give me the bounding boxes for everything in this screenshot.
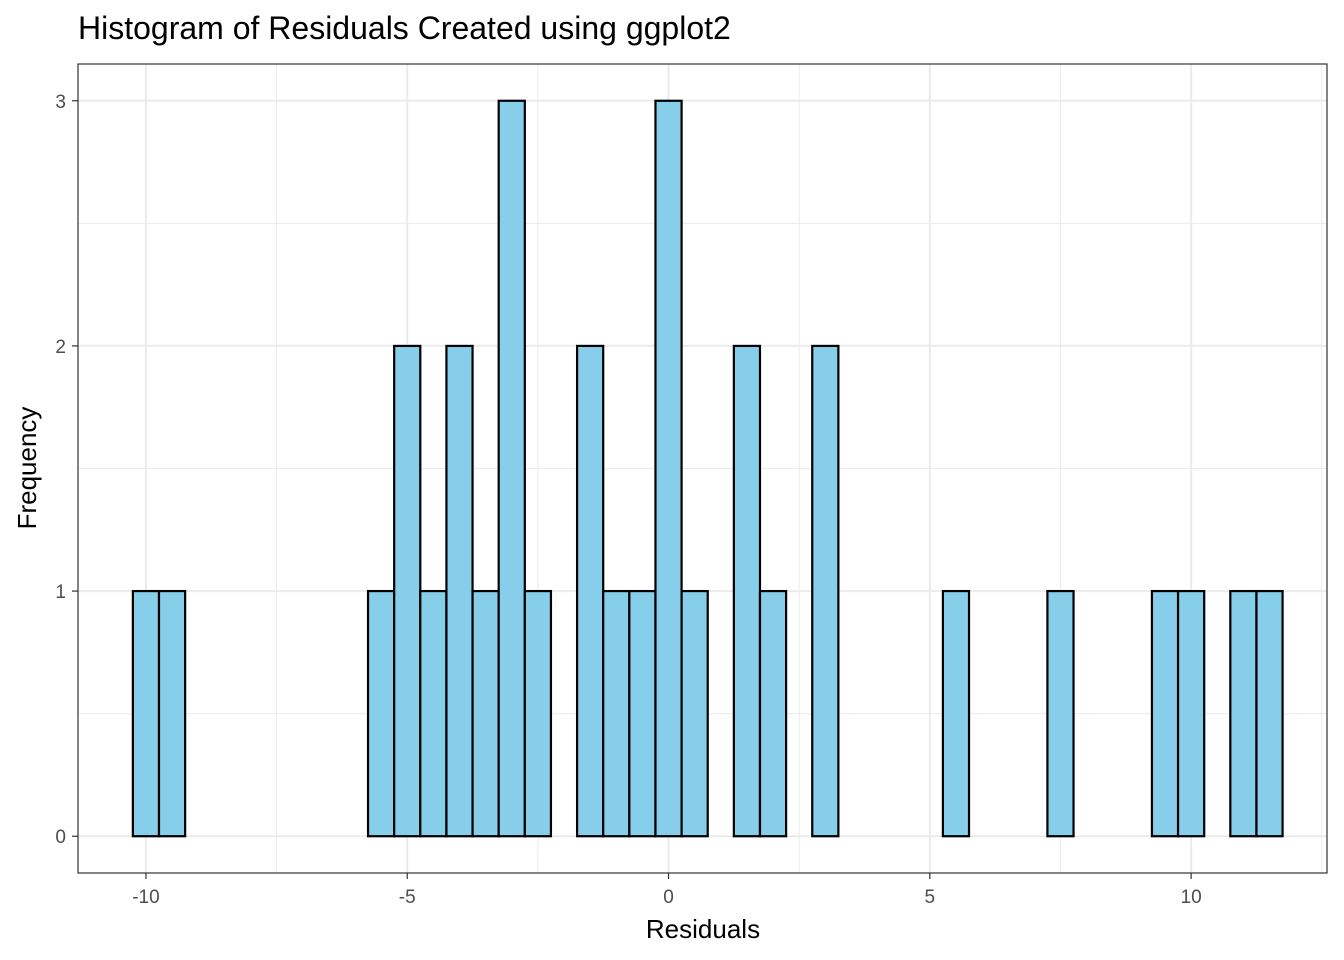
- histogram-bar: [941, 589, 971, 838]
- x-tick-label: 5: [925, 887, 936, 908]
- histogram-bar: [445, 344, 474, 838]
- axes: -10 -5 0 5 10 0 1 2 3: [55, 92, 1201, 908]
- x-tick-label: 0: [663, 887, 674, 908]
- histogram-bar: [1176, 589, 1206, 838]
- y-axis-title: Frequency: [12, 407, 42, 530]
- histogram-bar: [758, 589, 788, 838]
- x-tick-label: -10: [132, 887, 159, 908]
- histogram-bar: [419, 589, 448, 838]
- histogram-bar: [366, 589, 396, 838]
- y-tick-label: 2: [55, 337, 66, 358]
- histogram-bar: [654, 99, 683, 838]
- y-tick-label: 3: [55, 92, 66, 113]
- histogram-bar: [1255, 589, 1284, 838]
- bars: [131, 99, 1284, 838]
- histogram-bar: [1229, 589, 1258, 838]
- histogram-bar: [1046, 589, 1075, 838]
- histogram-bar: [1150, 589, 1180, 838]
- histogram-bar: [575, 344, 605, 838]
- histogram-bar: [471, 589, 500, 838]
- histogram-bar: [811, 344, 840, 838]
- x-tick-label: 10: [1181, 887, 1202, 908]
- x-tick-label: -5: [399, 887, 416, 908]
- histogram-bar: [602, 589, 631, 838]
- histogram-bar: [131, 589, 161, 838]
- y-tick-label: 0: [55, 827, 66, 848]
- x-axis-title: Residuals: [646, 914, 760, 944]
- chart-title: Histogram of Residuals Created using ggp…: [78, 10, 731, 46]
- histogram-bar: [732, 344, 762, 838]
- histogram-bar: [523, 589, 553, 838]
- histogram-bar: [393, 344, 422, 838]
- histogram-bar: [157, 589, 187, 838]
- y-tick-label: 1: [55, 582, 66, 603]
- plot-panel-border: [77, 63, 1328, 874]
- histogram-bar: [628, 589, 657, 838]
- histogram-bar: [497, 99, 526, 838]
- histogram-bar: [680, 589, 709, 838]
